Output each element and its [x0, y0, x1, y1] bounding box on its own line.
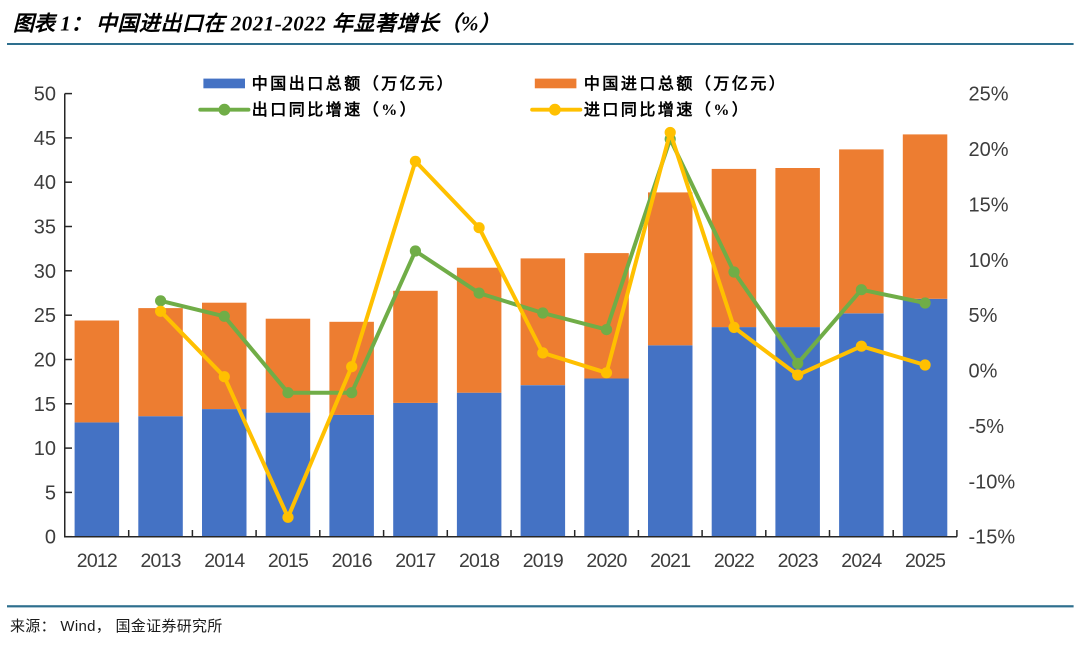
svg-text:2019: 2019: [523, 550, 563, 572]
svg-text:-15%: -15%: [969, 527, 1016, 549]
svg-text:2022: 2022: [714, 550, 754, 572]
svg-text:20: 20: [34, 350, 56, 372]
svg-text:图表 1：中国进出口在 2021-2022 年显著增长（%）: 图表 1： 中国进出口在 2021-2022 年显著增长（%）: [13, 12, 501, 36]
svg-text:10%: 10%: [969, 250, 1009, 272]
svg-text:0%: 0%: [969, 361, 998, 383]
svg-text:中国出口总额（万亿元）: 中国出口总额（万亿元）: [252, 74, 456, 93]
svg-text:35: 35: [34, 217, 56, 239]
svg-text:15: 15: [34, 394, 56, 416]
svg-text:2012: 2012: [77, 550, 117, 572]
svg-text:2020: 2020: [586, 550, 627, 572]
svg-text:0: 0: [45, 527, 56, 549]
svg-text:30: 30: [34, 261, 56, 283]
svg-text:50: 50: [34, 84, 56, 106]
svg-text:2021: 2021: [650, 550, 690, 572]
svg-text:2025: 2025: [905, 550, 946, 572]
svg-text:45: 45: [34, 128, 56, 150]
svg-text:5: 5: [45, 482, 56, 504]
svg-text:2023: 2023: [778, 550, 818, 572]
svg-text:2016: 2016: [332, 550, 372, 572]
svg-text:-5%: -5%: [969, 416, 1005, 438]
svg-text:10: 10: [34, 438, 56, 460]
svg-text:-10%: -10%: [969, 471, 1016, 493]
svg-text:25: 25: [34, 305, 56, 327]
svg-text:2014: 2014: [204, 550, 245, 572]
svg-text:2015: 2015: [268, 550, 309, 572]
svg-text:中国进口总额（万亿元）: 中国进口总额（万亿元）: [584, 74, 788, 93]
svg-text:40: 40: [34, 172, 56, 194]
svg-text:2017: 2017: [395, 550, 435, 572]
svg-text:2018: 2018: [459, 550, 499, 572]
svg-text:2024: 2024: [841, 550, 882, 572]
svg-text:25%: 25%: [969, 84, 1009, 106]
svg-text:进口同比增速（%）: 进口同比增速（%）: [584, 100, 751, 119]
svg-text:5%: 5%: [969, 305, 998, 327]
svg-text:20%: 20%: [969, 139, 1009, 161]
svg-text:出口同比增速（%）: 出口同比增速（%）: [252, 100, 419, 119]
svg-text:来源： Wind， 国金证券研究所: 来源： Wind， 国金证券研究所: [10, 618, 223, 635]
svg-text:15%: 15%: [969, 195, 1009, 217]
svg-text:2013: 2013: [141, 550, 181, 572]
